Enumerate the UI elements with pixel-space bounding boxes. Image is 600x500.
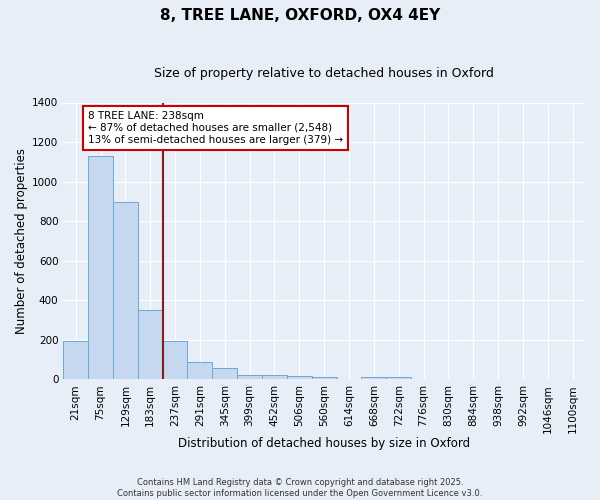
- Bar: [163, 341, 187, 380]
- Bar: [287, 376, 312, 380]
- Bar: [212, 368, 237, 380]
- Bar: [237, 376, 262, 380]
- Bar: [113, 202, 138, 380]
- Bar: [88, 156, 113, 380]
- Bar: [63, 341, 88, 380]
- Bar: [361, 378, 386, 380]
- Bar: [312, 377, 337, 380]
- Bar: [138, 310, 163, 380]
- Text: 8 TREE LANE: 238sqm
← 87% of detached houses are smaller (2,548)
13% of semi-det: 8 TREE LANE: 238sqm ← 87% of detached ho…: [88, 112, 343, 144]
- Bar: [187, 362, 212, 380]
- X-axis label: Distribution of detached houses by size in Oxford: Distribution of detached houses by size …: [178, 437, 470, 450]
- Text: Contains HM Land Registry data © Crown copyright and database right 2025.
Contai: Contains HM Land Registry data © Crown c…: [118, 478, 482, 498]
- Text: 8, TREE LANE, OXFORD, OX4 4EY: 8, TREE LANE, OXFORD, OX4 4EY: [160, 8, 440, 22]
- Y-axis label: Number of detached properties: Number of detached properties: [15, 148, 28, 334]
- Bar: [386, 378, 411, 380]
- Title: Size of property relative to detached houses in Oxford: Size of property relative to detached ho…: [154, 68, 494, 80]
- Bar: [262, 376, 287, 380]
